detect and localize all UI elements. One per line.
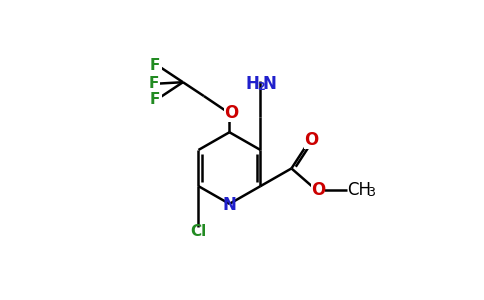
Text: F: F (150, 58, 160, 73)
Text: CH: CH (347, 181, 371, 199)
Text: N: N (262, 75, 276, 93)
Text: Cl: Cl (190, 224, 207, 239)
Text: 3: 3 (367, 186, 375, 199)
Text: O: O (303, 131, 318, 149)
Text: O: O (311, 181, 325, 199)
Text: N: N (223, 196, 236, 214)
Text: F: F (148, 76, 159, 91)
Text: O: O (224, 104, 238, 122)
Text: H: H (245, 75, 259, 93)
Text: F: F (150, 92, 160, 106)
Text: 2: 2 (257, 82, 265, 92)
